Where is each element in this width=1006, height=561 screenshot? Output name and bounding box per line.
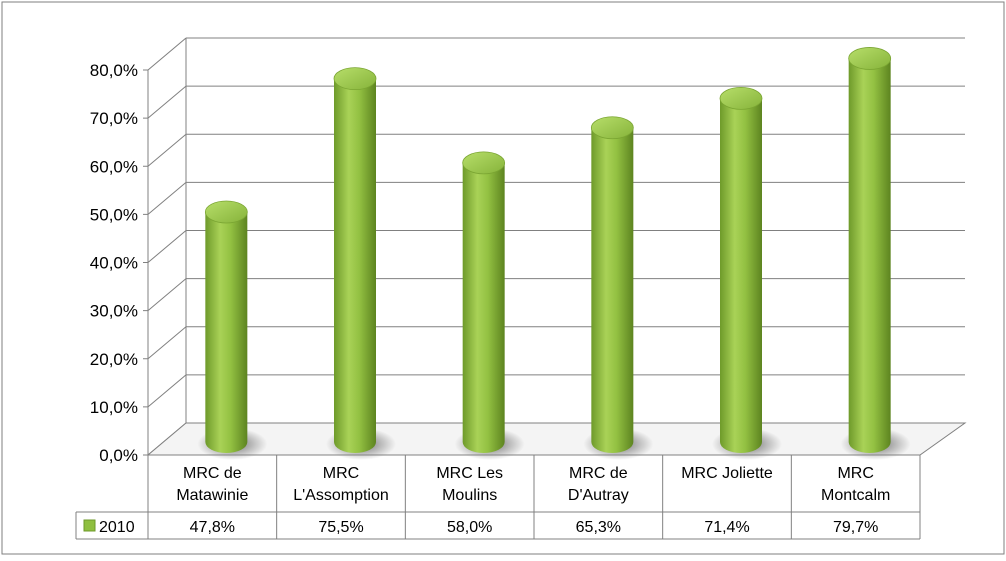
y-tick-label: 0,0%: [99, 446, 138, 465]
y-tick-label: 70,0%: [90, 109, 138, 128]
legend-swatch: [83, 519, 96, 532]
bar: [848, 58, 891, 454]
gridline-diagonal: [147, 374, 187, 408]
legend-series-label: 2010: [99, 519, 135, 536]
x-category-label: Matawinie: [176, 487, 248, 504]
bar-top: [333, 67, 377, 91]
y-tick-label: 40,0%: [90, 254, 138, 273]
bar-top: [462, 151, 506, 175]
gridline-diagonal: [147, 133, 187, 167]
data-value-label: 65,3%: [576, 519, 621, 536]
bar-top: [848, 47, 892, 70]
gridline-diagonal: [147, 85, 187, 119]
x-category-label: MRC Les: [436, 465, 503, 482]
bar-top: [204, 200, 248, 224]
x-category-label: MRC: [837, 465, 873, 482]
x-category-label: MRC de: [183, 465, 242, 482]
bar: [591, 127, 634, 454]
y-tick-label: 50,0%: [90, 205, 138, 224]
x-category-label: MRC de: [569, 465, 628, 482]
y-tick-label: 10,0%: [90, 398, 138, 417]
bar: [334, 78, 376, 453]
y-tick-label: 80,0%: [90, 61, 138, 80]
bar-top: [719, 86, 763, 110]
x-category-label: D'Autray: [568, 487, 629, 504]
bar: [205, 211, 248, 454]
gridline-diagonal: [147, 230, 187, 263]
y-tick-label: 60,0%: [90, 157, 138, 176]
x-category-label: MRC Joliette: [681, 465, 773, 482]
data-value-label: 79,7%: [833, 519, 878, 536]
y-tick-label: 20,0%: [90, 350, 138, 369]
x-category-label: MRC: [323, 465, 359, 482]
data-value-label: 58,0%: [447, 519, 492, 536]
bar: [462, 162, 505, 454]
bar: [720, 98, 762, 453]
data-value-label: 75,5%: [318, 519, 363, 536]
x-category-label: Moulins: [442, 487, 497, 504]
data-value-label: 71,4%: [704, 519, 749, 536]
x-category-label: Montcalm: [821, 487, 890, 504]
gridline-diagonal: [147, 278, 187, 312]
data-value-label: 47,8%: [190, 519, 235, 536]
gridline-diagonal: [147, 181, 187, 215]
x-category-label: L'Assomption: [293, 487, 389, 504]
gridline-diagonal: [147, 326, 187, 360]
y-tick-label: 30,0%: [90, 302, 138, 321]
bar-top: [590, 116, 634, 140]
gridline-diagonal: [147, 37, 187, 71]
